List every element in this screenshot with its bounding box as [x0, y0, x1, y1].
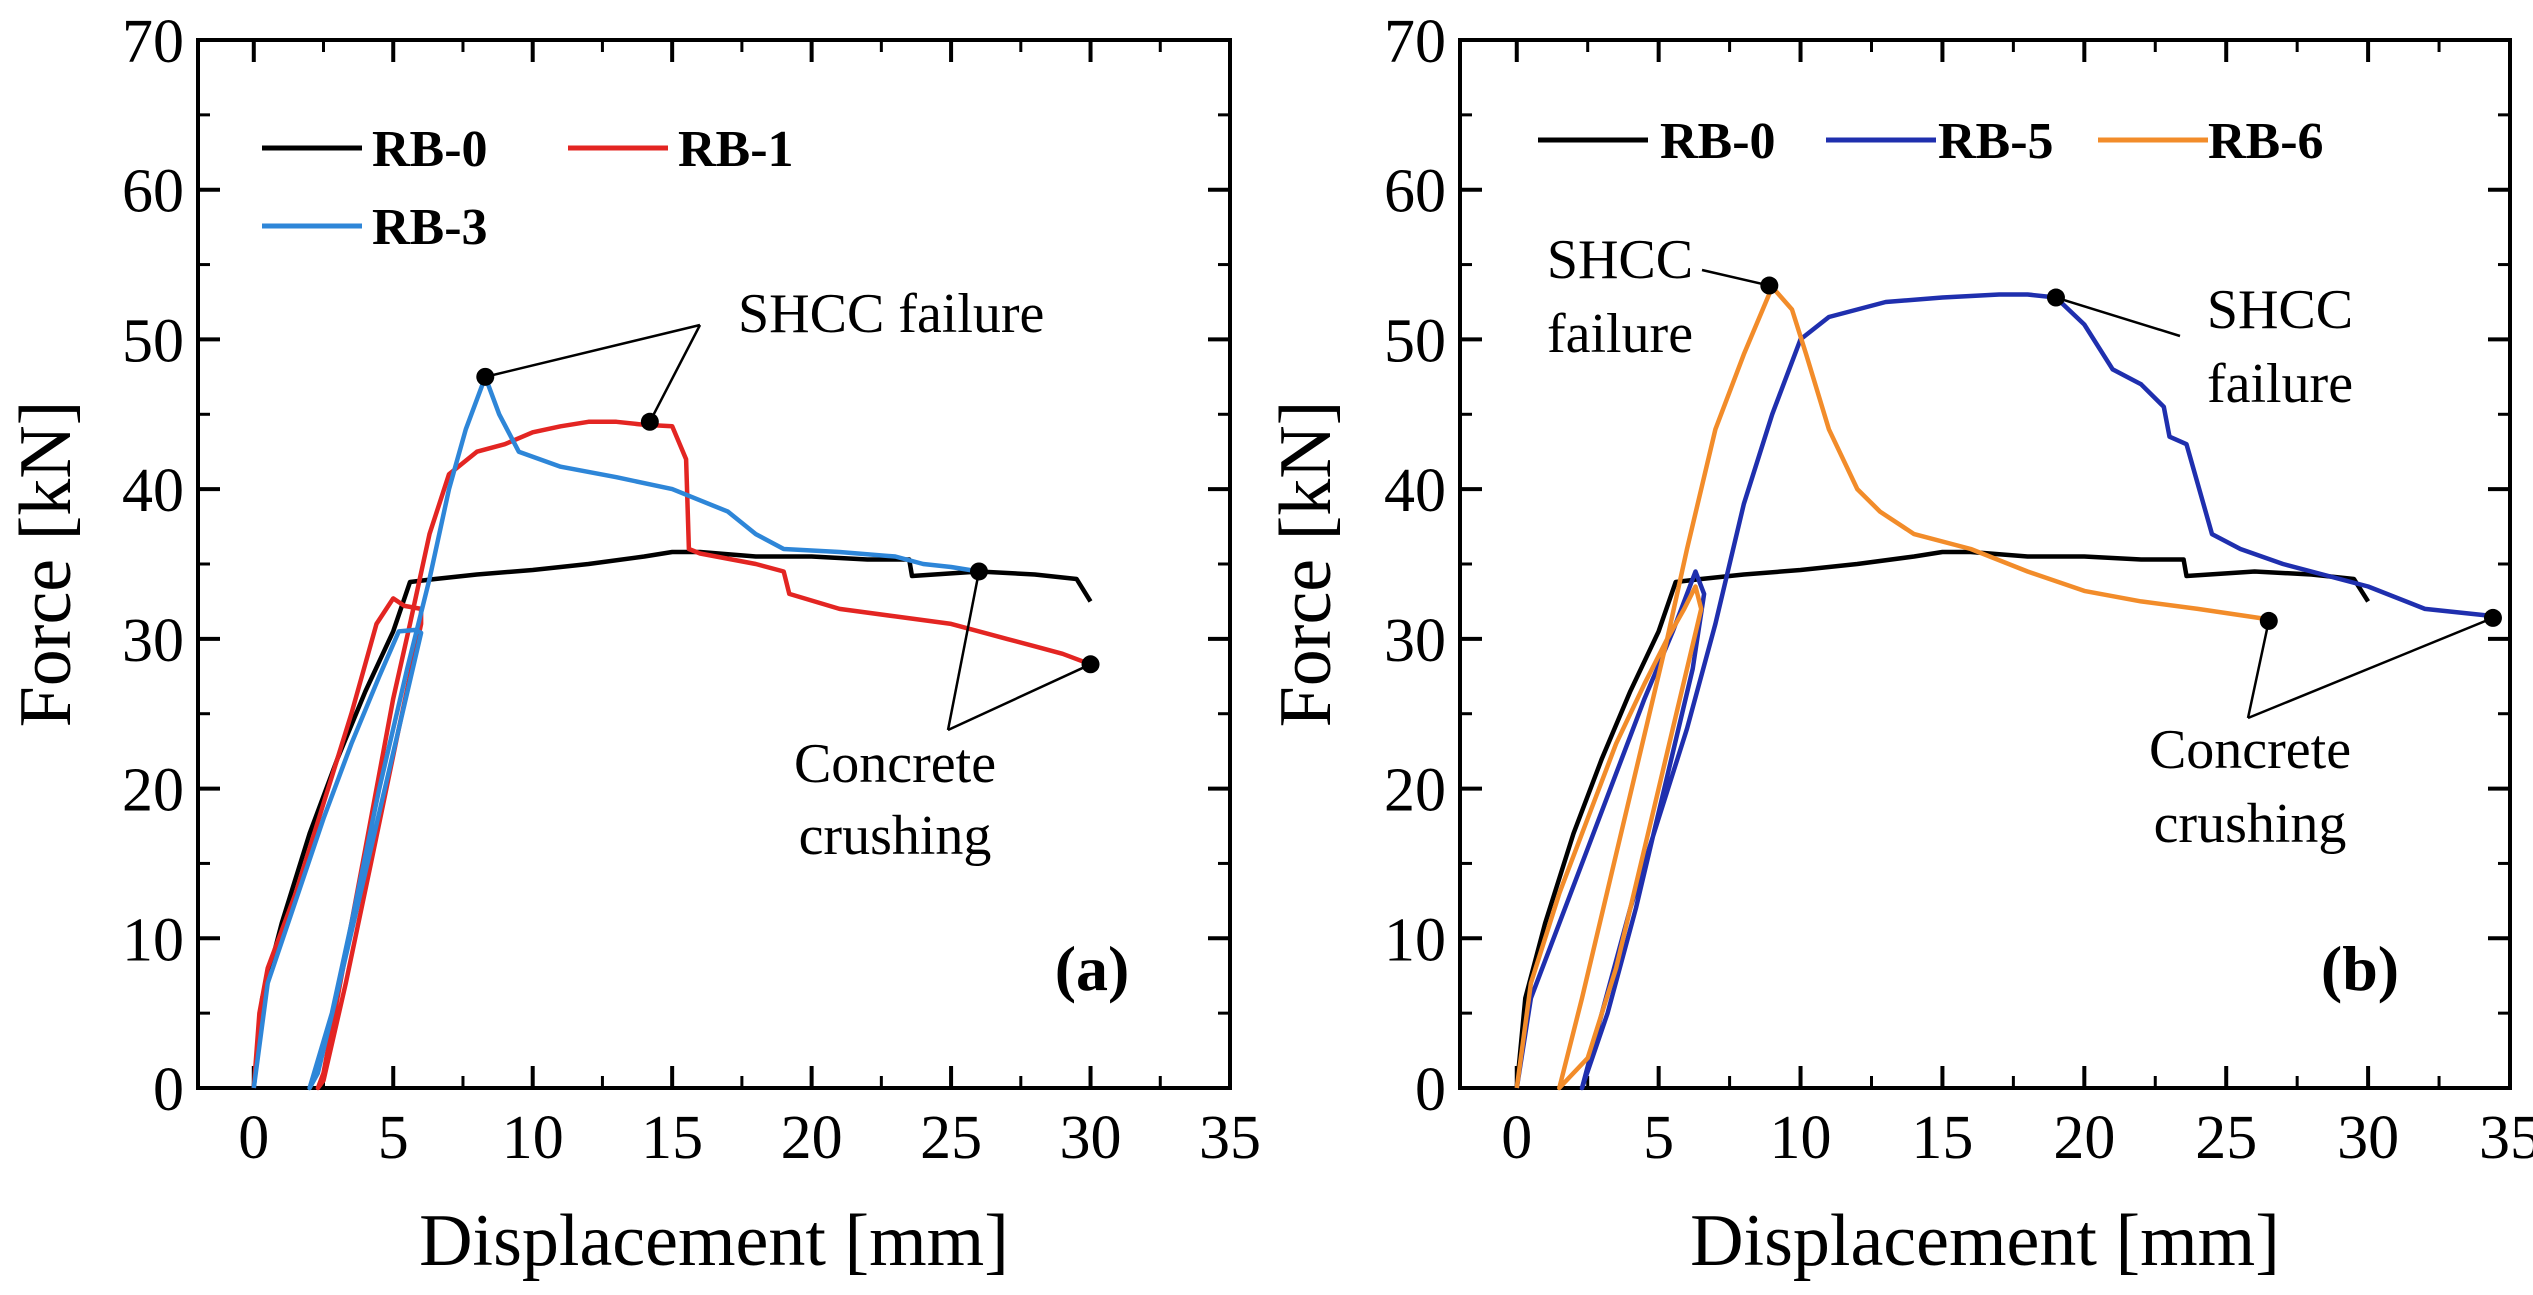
x-tick-label: 30 — [2337, 1104, 2399, 1172]
y-tick-label: 10 — [1384, 906, 1446, 974]
y-tick-label: 40 — [1384, 457, 1446, 525]
x-axis-label: Displacement [mm] — [419, 1200, 1009, 1282]
y-tick-label: 30 — [1384, 607, 1446, 675]
annotation-leader — [648, 324, 702, 423]
series-line-rb-5 — [1514, 292, 2497, 1091]
series-line-rb-6 — [1514, 284, 2270, 1091]
panel-label: (b) — [2321, 933, 2399, 1004]
annotation-leader — [2246, 620, 2271, 719]
legend-label: RB-5 — [1938, 113, 2054, 170]
x-tick-label: 15 — [1911, 1104, 1973, 1172]
legend-label: RB-1 — [678, 121, 794, 178]
annotation-text: Concrete — [2149, 719, 2351, 781]
series-line-rb-1 — [251, 419, 1092, 1091]
series-line-rb-3 — [251, 374, 980, 1091]
annotation-marker — [2046, 288, 2065, 307]
y-tick-label: 20 — [122, 757, 184, 825]
y-tick-label: 50 — [122, 307, 184, 375]
annotation-marker — [640, 412, 659, 431]
annotation-leader — [947, 663, 1092, 732]
y-tick-label: 30 — [122, 607, 184, 675]
y-tick-label: 40 — [122, 457, 184, 525]
x-tick-label: 20 — [2053, 1104, 2115, 1172]
x-tick-label: 35 — [1199, 1104, 1261, 1172]
annotation-text-line2: failure — [2207, 353, 2353, 415]
annotation-marker — [1081, 655, 1100, 674]
legend-label: RB-3 — [372, 199, 488, 256]
legend-label: RB-0 — [1660, 113, 1776, 170]
annotation-text-line2: crushing — [799, 805, 992, 867]
y-tick-label: 20 — [1384, 757, 1446, 825]
x-tick-label: 15 — [641, 1104, 703, 1172]
x-tick-label: 5 — [378, 1104, 409, 1172]
panel-label: (a) — [1055, 933, 1130, 1004]
x-tick-label: 5 — [1643, 1104, 1674, 1172]
annotation-marker — [1760, 276, 1779, 295]
annotation-leader — [484, 323, 701, 379]
annotation-text: SHCC — [2207, 279, 2353, 341]
y-tick-label: 60 — [122, 158, 184, 226]
annotation-text: Concrete — [794, 733, 996, 795]
y-tick-label: 70 — [122, 8, 184, 76]
annotation-text: SHCC — [1547, 229, 1693, 291]
y-tick-label: 60 — [1384, 158, 1446, 226]
x-tick-label: 0 — [1501, 1104, 1532, 1172]
y-tick-label: 0 — [1415, 1056, 1446, 1124]
annotation-marker — [2483, 608, 2502, 627]
x-tick-label: 0 — [238, 1104, 269, 1172]
x-tick-label: 25 — [2195, 1104, 2257, 1172]
y-tick-label: 10 — [122, 906, 184, 974]
annotation-leader — [2247, 616, 2494, 720]
y-axis-label: Force [kN] — [1265, 401, 1347, 728]
plot-frame — [1458, 38, 2512, 1090]
y-tick-label: 50 — [1384, 307, 1446, 375]
annotation-text-line2: crushing — [2154, 793, 2347, 855]
x-tick-label: 30 — [1060, 1104, 1122, 1172]
annotation-marker — [969, 562, 988, 581]
y-tick-label: 70 — [1384, 8, 1446, 76]
annotation-leader — [1701, 268, 1770, 287]
x-axis-label: Displacement [mm] — [1690, 1200, 2280, 1282]
annotation-leader — [946, 571, 981, 731]
y-tick-label: 0 — [153, 1056, 184, 1124]
x-tick-label: 35 — [2479, 1104, 2533, 1172]
panel-a: 0 5 10 15 20 25 30 35 0 10 20 30 40 50 60 70 Displacemen… — [5, 8, 1261, 1282]
legend-label: RB-0 — [372, 121, 488, 178]
legend-label: RB-6 — [2208, 113, 2324, 170]
annotation-text: SHCC failure — [738, 283, 1044, 345]
series-line-rb-0 — [1514, 549, 2371, 1089]
panel-b: 0 5 10 15 20 25 30 35 0 10 20 30 40 50 60 70 Displacemen… — [1265, 8, 2533, 1282]
x-tick-label: 10 — [502, 1104, 564, 1172]
annotation-marker — [476, 367, 495, 386]
annotation-text-line2: failure — [1547, 303, 1693, 365]
y-axis-label: Force [kN] — [5, 401, 87, 728]
x-tick-label: 10 — [1770, 1104, 1832, 1172]
x-tick-label: 20 — [781, 1104, 843, 1172]
annotation-leader — [2055, 296, 2181, 338]
x-tick-label: 25 — [920, 1104, 982, 1172]
annotation-marker — [2259, 611, 2278, 630]
